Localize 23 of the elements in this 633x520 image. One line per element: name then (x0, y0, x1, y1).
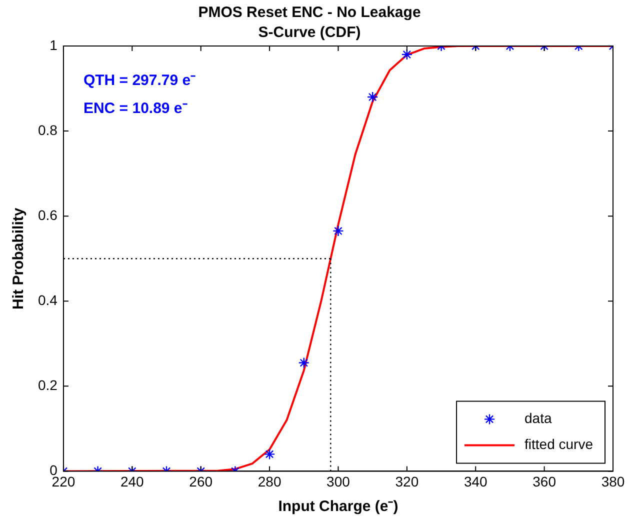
y-axis-title: Hit Probability (10, 207, 28, 310)
x-tick-label: 260 (189, 473, 213, 490)
y-tick-label: 0.2 (38, 377, 58, 394)
y-tick-label: 1 (50, 36, 58, 53)
chart-title: PMOS Reset ENC - No Leakage (198, 4, 421, 22)
point (332, 225, 344, 237)
x-tick-label: 240 (120, 473, 144, 490)
x-tick-label: 280 (258, 473, 282, 490)
x-tick-label: 340 (464, 473, 488, 490)
legend-label: fitted curve (524, 436, 594, 452)
x-axis-title: Input Charge (e⁻) (278, 498, 398, 516)
x-tick-label: 300 (326, 473, 350, 490)
legend-label: data (524, 410, 552, 426)
x-tick-label: 320 (395, 473, 419, 490)
chart-subtitle: S-Curve (CDF) (258, 24, 361, 42)
y-tick-label: 0.6 (38, 206, 58, 223)
x-tick-label: 380 (601, 473, 625, 490)
annotation: ENC = 10.89 e⁻ (83, 100, 188, 118)
y-tick-label: 0.4 (38, 292, 58, 308)
annotation: QTH = 297.79 e⁻ (83, 72, 196, 90)
y-tick-label: 0.8 (38, 122, 58, 138)
x-tick-label: 360 (532, 473, 556, 490)
point (298, 357, 310, 368)
